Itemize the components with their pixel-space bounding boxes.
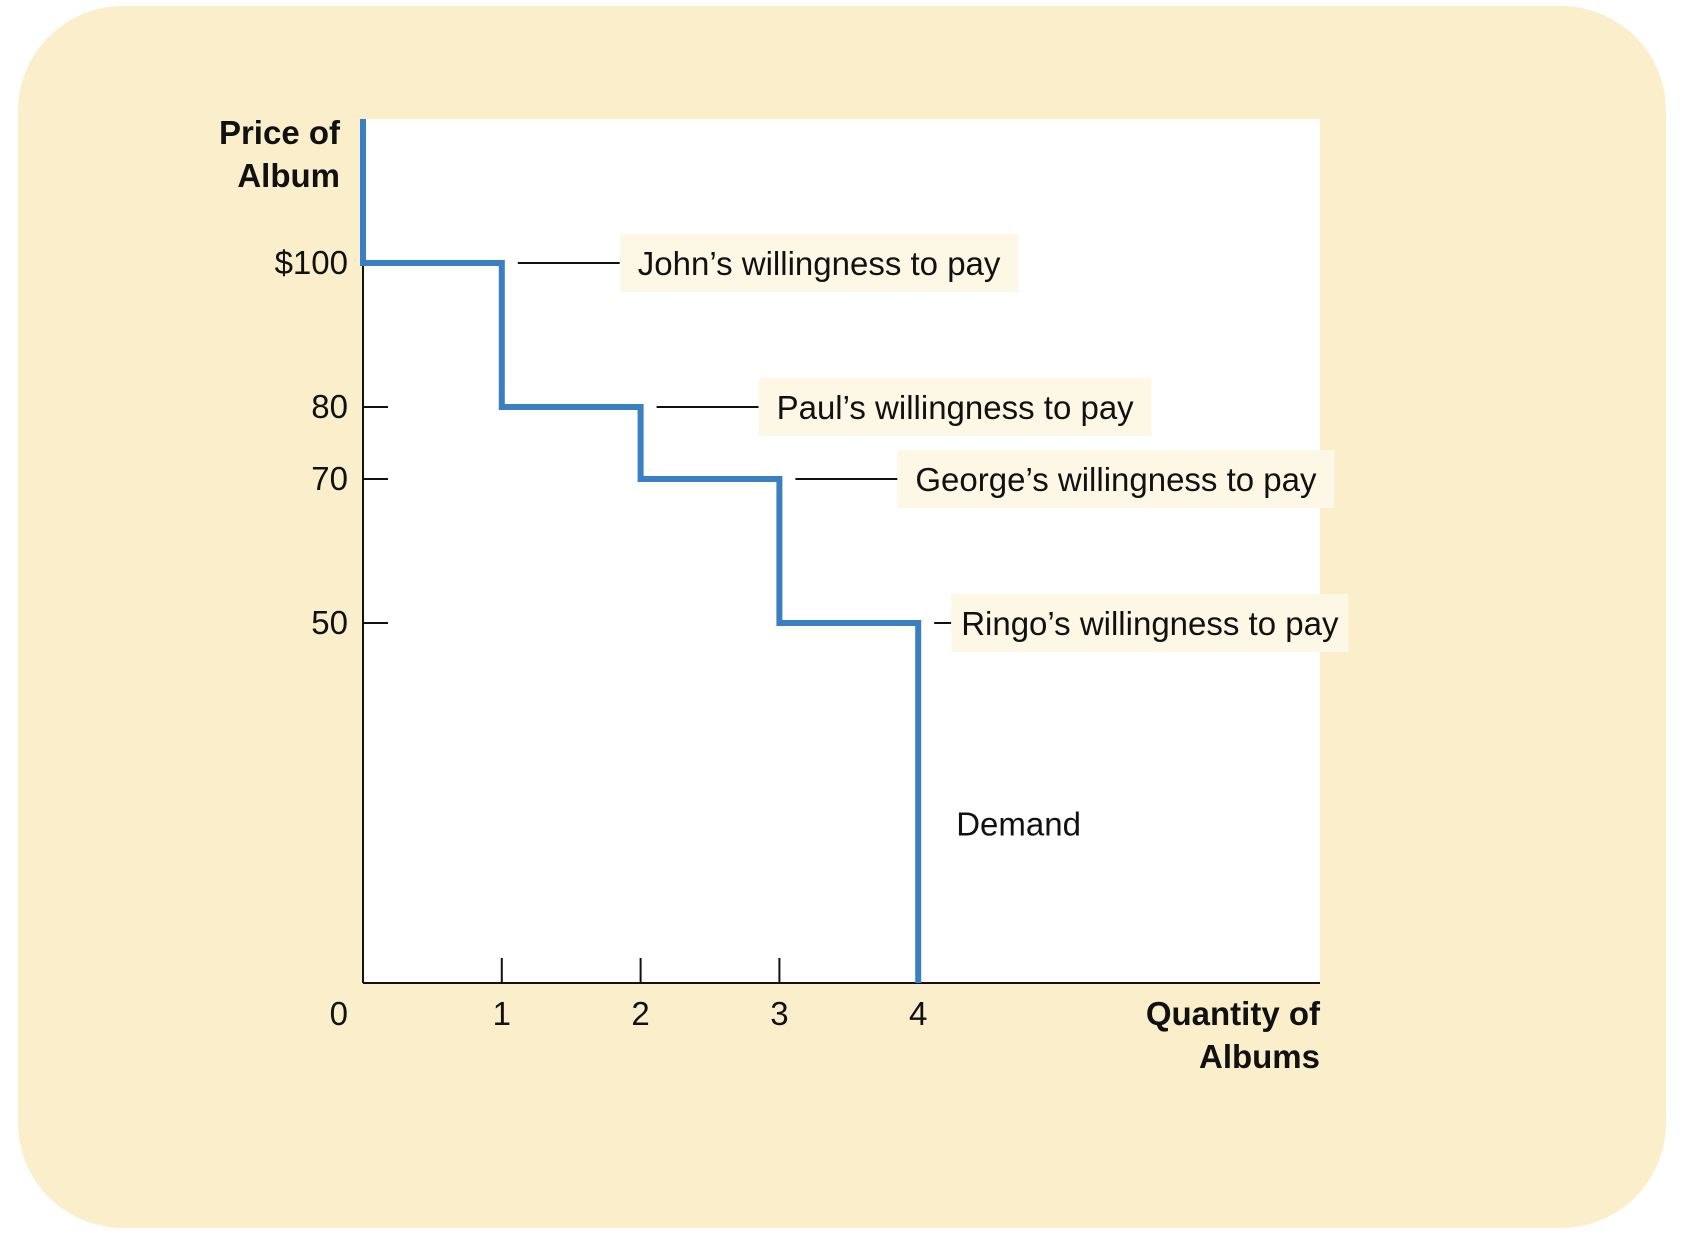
y-tick-label: $100 (275, 244, 348, 281)
annotation-label: John’s willingness to pay (638, 245, 1001, 282)
y-axis-title-line: Album (237, 157, 340, 194)
origin-label: 0 (330, 995, 348, 1032)
demand-curve-label: Demand (956, 806, 1081, 843)
x-tick-label: 2 (631, 995, 649, 1032)
y-tick-label: 70 (311, 460, 348, 497)
x-tick-label: 3 (770, 995, 788, 1032)
x-axis-title-line: Albums (1199, 1038, 1320, 1075)
demand-chart: $100 80 70 50 1 2 3 4 0 Price of Album Quantity of A… (219, 114, 1349, 1075)
y-tick-label: 50 (311, 604, 348, 641)
annotation-label: Paul’s willingness to pay (777, 389, 1135, 426)
annotation-label-box (897, 450, 1335, 508)
chart-figure: $100 80 70 50 1 2 3 4 0 Price of Album Quantity of A… (18, 6, 1666, 1228)
annotation-label: Ringo’s willingness to pay (961, 605, 1339, 642)
x-tick-label: 4 (909, 995, 927, 1032)
x-tick-label: 1 (493, 995, 511, 1032)
y-tick-label: 80 (311, 388, 348, 425)
annotation-label-box (619, 234, 1019, 292)
annotation-label: George’s willingness to pay (915, 461, 1317, 498)
annotation-label-box (951, 594, 1349, 652)
demand-curve (360, 119, 922, 983)
x-axis-title-line: Quantity of (1146, 995, 1321, 1032)
y-axis-title-line: Price of (219, 114, 341, 151)
annotation-label-box (758, 378, 1152, 436)
